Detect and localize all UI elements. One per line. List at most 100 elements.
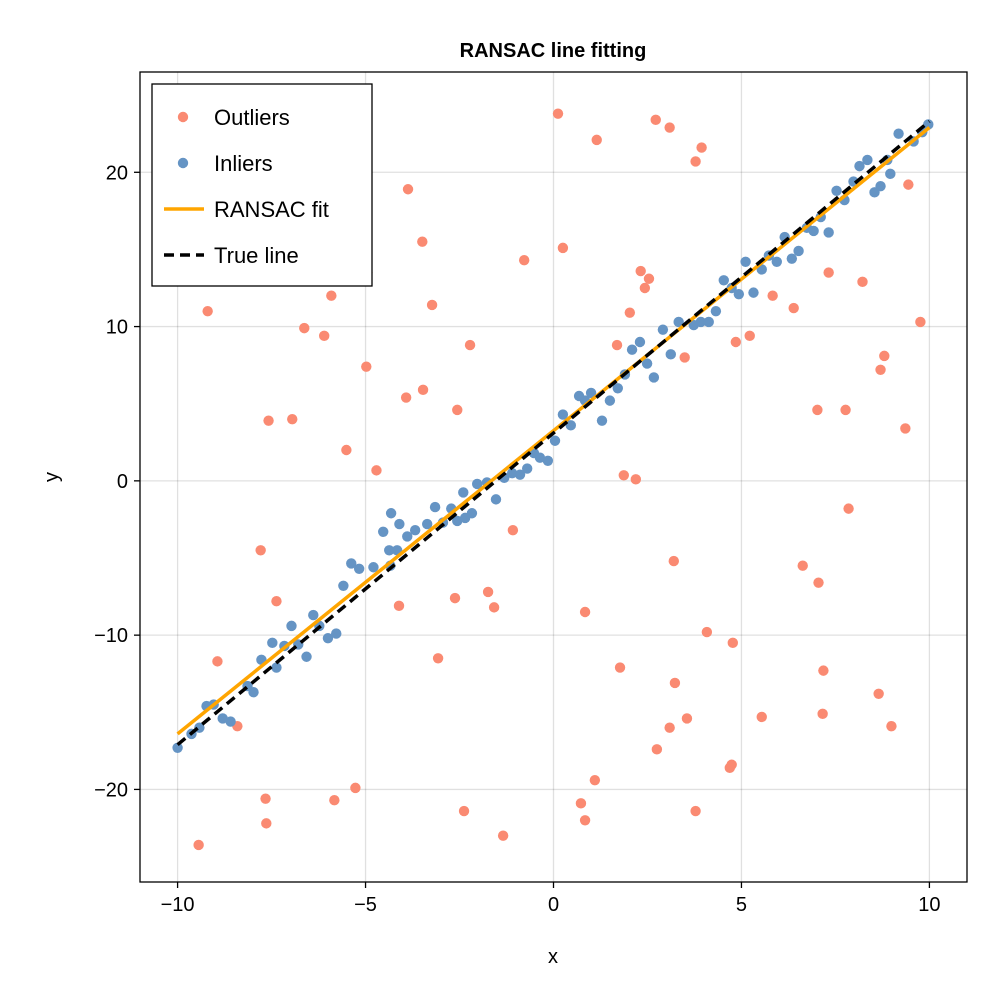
inliers-point	[322, 633, 334, 644]
inliers-point	[384, 545, 395, 556]
outliers-point	[552, 108, 564, 119]
marks	[172, 108, 934, 851]
inliers-point	[923, 119, 934, 130]
ticks: −10 −5 0 5 10 −20 −10 0 10 20	[94, 162, 940, 916]
outliers-point	[329, 795, 340, 806]
inliers-point	[695, 316, 707, 328]
inliers-point	[331, 628, 342, 639]
y-tick-label: 0	[117, 471, 128, 493]
inliers-point	[585, 387, 597, 399]
true-line-line	[176, 120, 931, 747]
inliers-point	[854, 160, 865, 172]
inliers-point	[831, 185, 842, 196]
inliers-point	[172, 742, 183, 753]
inliers-point	[657, 324, 669, 335]
outliers-point	[886, 720, 897, 732]
outliers-point	[701, 626, 713, 638]
inliers-point	[703, 316, 714, 328]
outliers-point	[635, 265, 646, 277]
outliers-point	[271, 596, 282, 607]
legend: Outliers Inliers RANSAC fit True line	[151, 83, 373, 287]
outliers-point	[664, 722, 675, 733]
outliers-point	[482, 586, 494, 598]
outliers-point	[212, 656, 223, 667]
outliers-point	[650, 114, 661, 126]
outliers-point	[417, 384, 429, 396]
y-axis-label: y	[41, 472, 63, 482]
outliers-point	[575, 798, 587, 809]
inliers-point	[748, 287, 759, 298]
legend-box	[151, 83, 373, 287]
inliers-point	[565, 420, 576, 431]
legend-outliers-marker	[177, 111, 189, 123]
outliers-point	[614, 662, 626, 673]
outliers-point	[255, 545, 266, 556]
outliers-point	[767, 290, 778, 301]
inliers-point	[458, 487, 469, 498]
outliers-point	[417, 236, 428, 247]
outliers-point	[696, 142, 707, 153]
outliers-point	[630, 474, 642, 485]
outliers-point	[591, 134, 602, 146]
outliers-point	[840, 404, 851, 416]
outliers-point	[393, 600, 405, 612]
legend-ransac-fit-label: RANSAC fit	[214, 197, 329, 222]
outliers-point	[361, 361, 372, 372]
outliers-point	[449, 592, 461, 604]
outliers-point	[624, 307, 636, 318]
outliers-point	[843, 503, 854, 514]
y-tick-label: −10	[94, 625, 128, 647]
inliers-point	[793, 245, 804, 257]
outliers-point	[488, 602, 500, 613]
inliers-point	[506, 467, 518, 479]
legend-true-line-label: True line	[214, 243, 299, 268]
x-tick-label: 5	[736, 894, 747, 916]
inliers-point	[549, 435, 561, 446]
y-tick-label: 10	[106, 317, 128, 339]
outliers-point	[730, 336, 742, 348]
inliers-point	[385, 508, 397, 519]
outliers-point	[261, 818, 272, 829]
inliers-point	[267, 637, 278, 649]
outliers-point	[557, 242, 569, 254]
outliers-point	[497, 830, 509, 841]
x-axis-label: x	[548, 946, 558, 968]
outliers-point	[458, 805, 470, 817]
outliers-point	[797, 560, 808, 571]
inliers-point	[353, 563, 365, 574]
inliers-point	[885, 168, 896, 180]
y-tick-label: 20	[106, 162, 128, 184]
legend-inliers-label: Inliers	[214, 151, 273, 176]
inliers-point	[301, 651, 312, 662]
inliers-point	[612, 383, 623, 394]
inliers-point	[534, 452, 546, 463]
outliers-point	[299, 322, 310, 334]
outliers-point	[664, 122, 675, 133]
outliers-point	[350, 782, 361, 794]
inliers-point	[490, 494, 502, 505]
outliers-point	[639, 282, 651, 294]
inliers-point	[673, 316, 684, 328]
outliers-point	[371, 465, 382, 476]
inliers-point	[542, 455, 554, 466]
inliers-point	[394, 518, 405, 530]
inliers-point	[421, 518, 433, 530]
outliers-point	[432, 653, 444, 664]
x-tick-label: −5	[354, 894, 377, 916]
outliers-point	[618, 470, 629, 481]
legend-inliers-marker	[177, 157, 189, 169]
outliers-point	[318, 330, 330, 342]
inliers-point	[308, 609, 319, 621]
outliers-point	[263, 415, 274, 426]
outliers-point	[579, 815, 591, 826]
inliers-point	[521, 463, 533, 474]
outliers-point	[202, 305, 213, 317]
inliers-point	[875, 180, 886, 192]
outliers-point	[915, 316, 926, 328]
x-tick-label: 0	[548, 894, 559, 916]
inliers-point	[514, 469, 526, 480]
outliers-point	[611, 339, 623, 351]
outliers-point	[669, 677, 681, 689]
inliers-point	[217, 713, 228, 724]
outliers-point	[788, 302, 799, 314]
